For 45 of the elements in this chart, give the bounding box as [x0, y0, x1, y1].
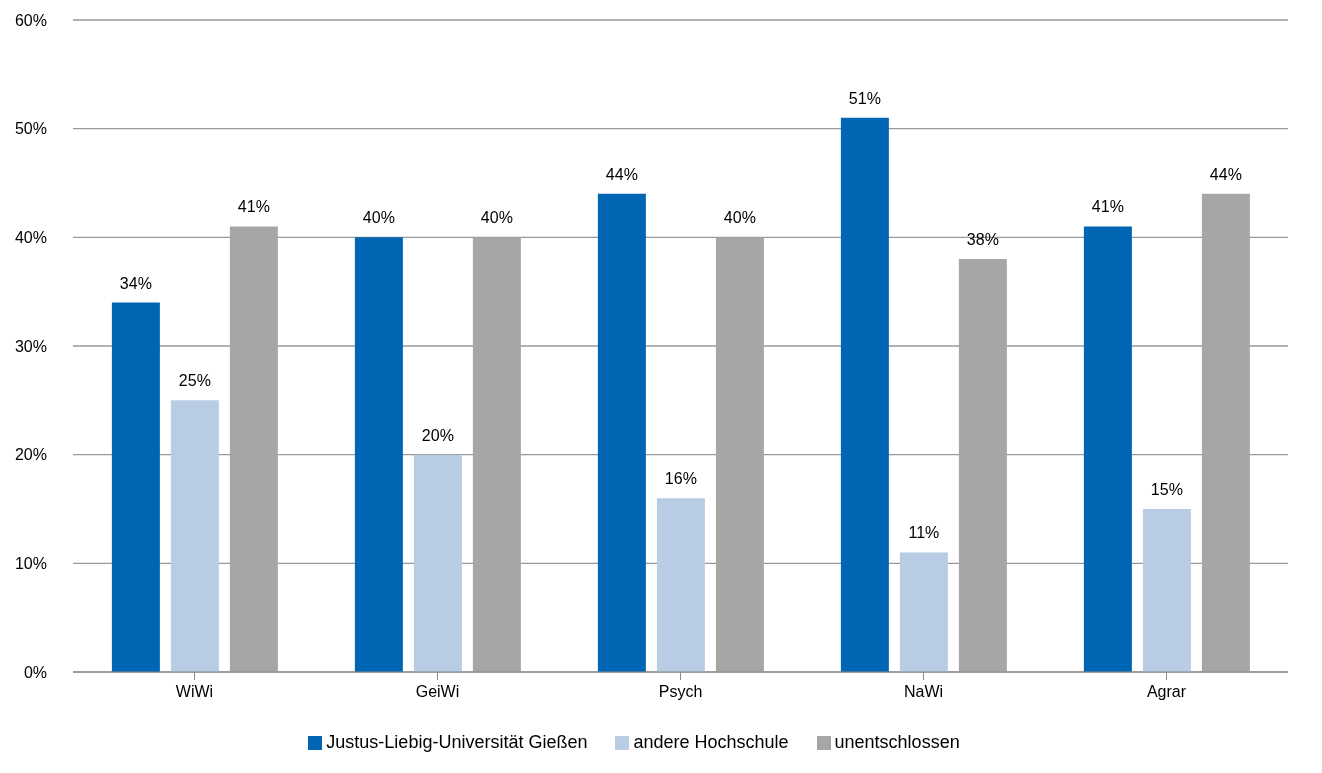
legend-label: Justus-Liebig-Universität Gießen [326, 732, 588, 752]
bar [1142, 509, 1191, 672]
data-label: 25% [178, 372, 211, 390]
data-label: 34% [119, 274, 152, 292]
data-label: 51% [848, 89, 881, 107]
bar [656, 498, 705, 672]
bar [1201, 193, 1250, 672]
bar [354, 237, 403, 672]
bar [597, 193, 646, 672]
y-tick-label: 10% [14, 555, 47, 573]
bar [840, 117, 889, 672]
bar [472, 237, 521, 672]
x-tick-label: GeiWi [415, 683, 460, 701]
data-label: 20% [421, 426, 454, 444]
data-label: 41% [237, 198, 270, 216]
data-label: 44% [605, 165, 638, 183]
bar [1083, 226, 1132, 672]
legend-label: andere Hochschule [633, 732, 789, 752]
bar [170, 400, 219, 672]
data-label: 44% [1209, 165, 1242, 183]
bar [229, 226, 278, 672]
data-label: 40% [723, 209, 756, 227]
data-label: 38% [966, 231, 999, 249]
data-label: 41% [1091, 198, 1124, 216]
legend-label: unentschlossen [834, 732, 960, 752]
bar [958, 259, 1007, 672]
data-label: 40% [480, 209, 513, 227]
y-tick-label: 20% [14, 446, 47, 464]
bar [899, 552, 948, 672]
y-tick-label: 40% [14, 229, 47, 247]
data-label: 11% [908, 524, 940, 542]
bar [715, 237, 764, 672]
y-tick-label: 50% [14, 120, 47, 138]
x-tick-label: WiWi [175, 683, 214, 701]
y-tick-label: 0% [23, 663, 47, 681]
x-tick-label: Psych [658, 683, 703, 701]
x-tick-label: NaWi [903, 683, 944, 701]
bar [413, 454, 462, 672]
bar [111, 302, 160, 672]
x-tick-label: Agrar [1146, 683, 1187, 701]
y-tick-label: 60% [14, 11, 47, 29]
data-label: 16% [664, 470, 697, 488]
data-label: 40% [362, 209, 395, 227]
data-label: 15% [1150, 481, 1183, 498]
y-tick-label: 30% [14, 337, 47, 355]
